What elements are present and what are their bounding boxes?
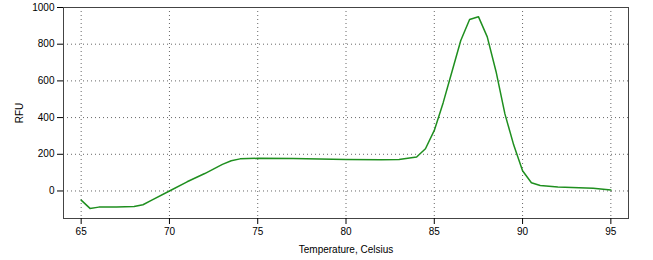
svg-text:600: 600: [38, 75, 55, 86]
svg-text:400: 400: [38, 112, 55, 123]
svg-text:70: 70: [164, 226, 176, 237]
svg-text:Temperature, Celsius: Temperature, Celsius: [299, 244, 393, 255]
svg-text:RFU: RFU: [14, 103, 25, 124]
svg-text:85: 85: [429, 226, 441, 237]
svg-text:95: 95: [605, 226, 617, 237]
svg-text:0: 0: [49, 185, 55, 196]
svg-text:1000: 1000: [32, 2, 55, 13]
svg-text:75: 75: [252, 226, 264, 237]
svg-text:200: 200: [38, 148, 55, 159]
svg-text:800: 800: [38, 38, 55, 49]
svg-text:90: 90: [517, 226, 529, 237]
svg-text:65: 65: [76, 226, 88, 237]
svg-text:80: 80: [340, 226, 352, 237]
